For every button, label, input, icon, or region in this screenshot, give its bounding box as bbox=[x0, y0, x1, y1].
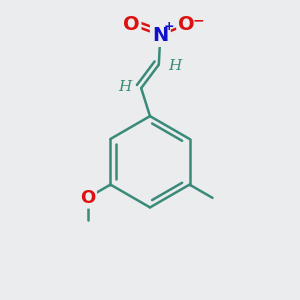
Text: O: O bbox=[80, 189, 95, 207]
Text: +: + bbox=[164, 20, 175, 33]
Text: O: O bbox=[122, 15, 139, 34]
Text: O: O bbox=[178, 15, 195, 34]
Text: H: H bbox=[118, 80, 132, 94]
Text: −: − bbox=[193, 14, 204, 27]
Text: H: H bbox=[168, 59, 182, 73]
Text: N: N bbox=[152, 26, 168, 45]
